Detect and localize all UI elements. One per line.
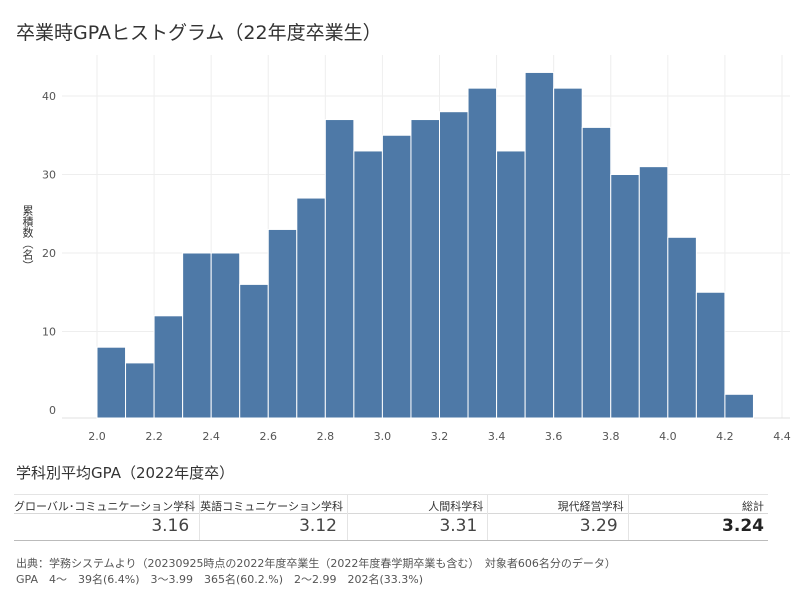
dept-gpa-value: 3.31 (439, 516, 478, 536)
histogram-bar[interactable] (610, 174, 640, 419)
x-tick-label: 2.6 (260, 430, 278, 443)
dept-gpa-value: 3.12 (299, 516, 337, 536)
dept-column-english: 英語コミュニケーション学科 3.12 (200, 495, 348, 540)
histogram-bar[interactable] (210, 252, 241, 419)
x-tick-label: 2.2 (145, 430, 163, 443)
dept-name: 現代経営学科 (488, 495, 628, 514)
dept-gpa-value: 3.29 (579, 516, 618, 536)
dept-gpa-value: 3.16 (151, 516, 190, 536)
y-tick-label: 30 (42, 169, 56, 182)
dept-name: 英語コミュニケーション学科 (200, 495, 347, 514)
x-tick-label: 2.0 (88, 430, 106, 443)
total-label: 総計 (628, 495, 768, 514)
x-tick-label: 3.2 (431, 430, 449, 443)
dept-column-total: 総計 3.24 (628, 495, 768, 540)
histogram-bar[interactable] (96, 346, 127, 419)
histogram-bar[interactable] (439, 111, 469, 419)
dept-column-management: 現代経営学科 3.29 (488, 495, 629, 540)
x-axis-ticks: 2.0 2.2 2.4 2.6 2.8 3.0 3.2 3.4 3.6 3.8 4.0 4.2 4.4 (88, 430, 791, 443)
total-gpa-value: 3.24 (722, 516, 764, 536)
histogram-bar[interactable] (638, 166, 669, 419)
x-tick-label: 4.0 (659, 430, 677, 443)
footer-notes: 出典：学務システムより（20230925時点の2022年度卒業生（2022年度春… (16, 556, 616, 588)
histogram-bar[interactable] (581, 126, 612, 419)
y-tick-label: 0 (49, 404, 56, 417)
y-tick-label: 40 (42, 90, 56, 103)
histogram-bar[interactable] (410, 119, 441, 419)
histogram-bars (96, 71, 754, 419)
histogram-bar[interactable] (553, 87, 583, 419)
x-tick-label: 3.6 (545, 430, 563, 443)
histogram-bar[interactable] (267, 228, 298, 419)
source-note: 出典：学務システムより（20230925時点の2022年度卒業生（2022年度春… (16, 557, 616, 570)
x-tick-label: 2.4 (202, 430, 220, 443)
department-gpa-table: グローバル･コミュニケーション学科 3.16 英語コミュニケーション学科 3.1… (14, 494, 768, 541)
x-tick-label: 4.2 (716, 430, 734, 443)
dept-name: 人間科学科 (347, 495, 488, 514)
dept-column-global: グローバル･コミュニケーション学科 3.16 (14, 495, 201, 540)
histogram-bar[interactable] (695, 291, 726, 419)
histogram-bar[interactable] (381, 134, 412, 419)
x-tick-label: 3.8 (602, 430, 620, 443)
histogram-bar[interactable] (125, 362, 155, 419)
x-tick-label: 4.4 (773, 430, 791, 443)
gpa-distribution-note: GPA 4～ 39名(6.4%) 3～3.99 365名(60.2.%) 2～2… (16, 573, 424, 586)
histogram-bar[interactable] (296, 197, 326, 419)
dept-name: グローバル･コミュニケーション学科 (14, 495, 200, 514)
histogram-bar[interactable] (353, 150, 383, 419)
histogram-bar[interactable] (153, 315, 184, 419)
y-axis-ticks: 0 10 20 30 40 (42, 90, 56, 417)
page-title: 卒業時GPAヒストグラム（22年度卒業生） (16, 22, 382, 44)
x-tick-label: 3.4 (488, 430, 506, 443)
histogram-bar[interactable] (667, 236, 697, 419)
histogram-bar[interactable] (524, 71, 555, 419)
x-tick-label: 2.8 (317, 430, 335, 443)
x-tick-label: 3.0 (374, 430, 392, 443)
y-tick-label: 20 (42, 247, 56, 260)
histogram-bar[interactable] (182, 252, 212, 419)
histogram-bar[interactable] (467, 87, 498, 419)
histogram-bar[interactable] (324, 119, 355, 419)
histogram-bar[interactable] (496, 150, 526, 419)
histogram-bar[interactable] (239, 283, 269, 419)
dept-column-human-science: 人間科学科 3.31 (347, 495, 489, 540)
y-tick-label: 10 (42, 326, 56, 339)
gpa-histogram: 2.0 2.2 2.4 2.6 2.8 3.0 3.2 3.4 3.6 3.8 4.0 4.2 4.4 … (42, 55, 791, 443)
y-axis-label: 累積数（名） (21, 205, 34, 271)
histogram-bar[interactable] (724, 393, 754, 419)
department-summary-title: 学科別平均GPA（2022年度卒） (16, 464, 235, 482)
